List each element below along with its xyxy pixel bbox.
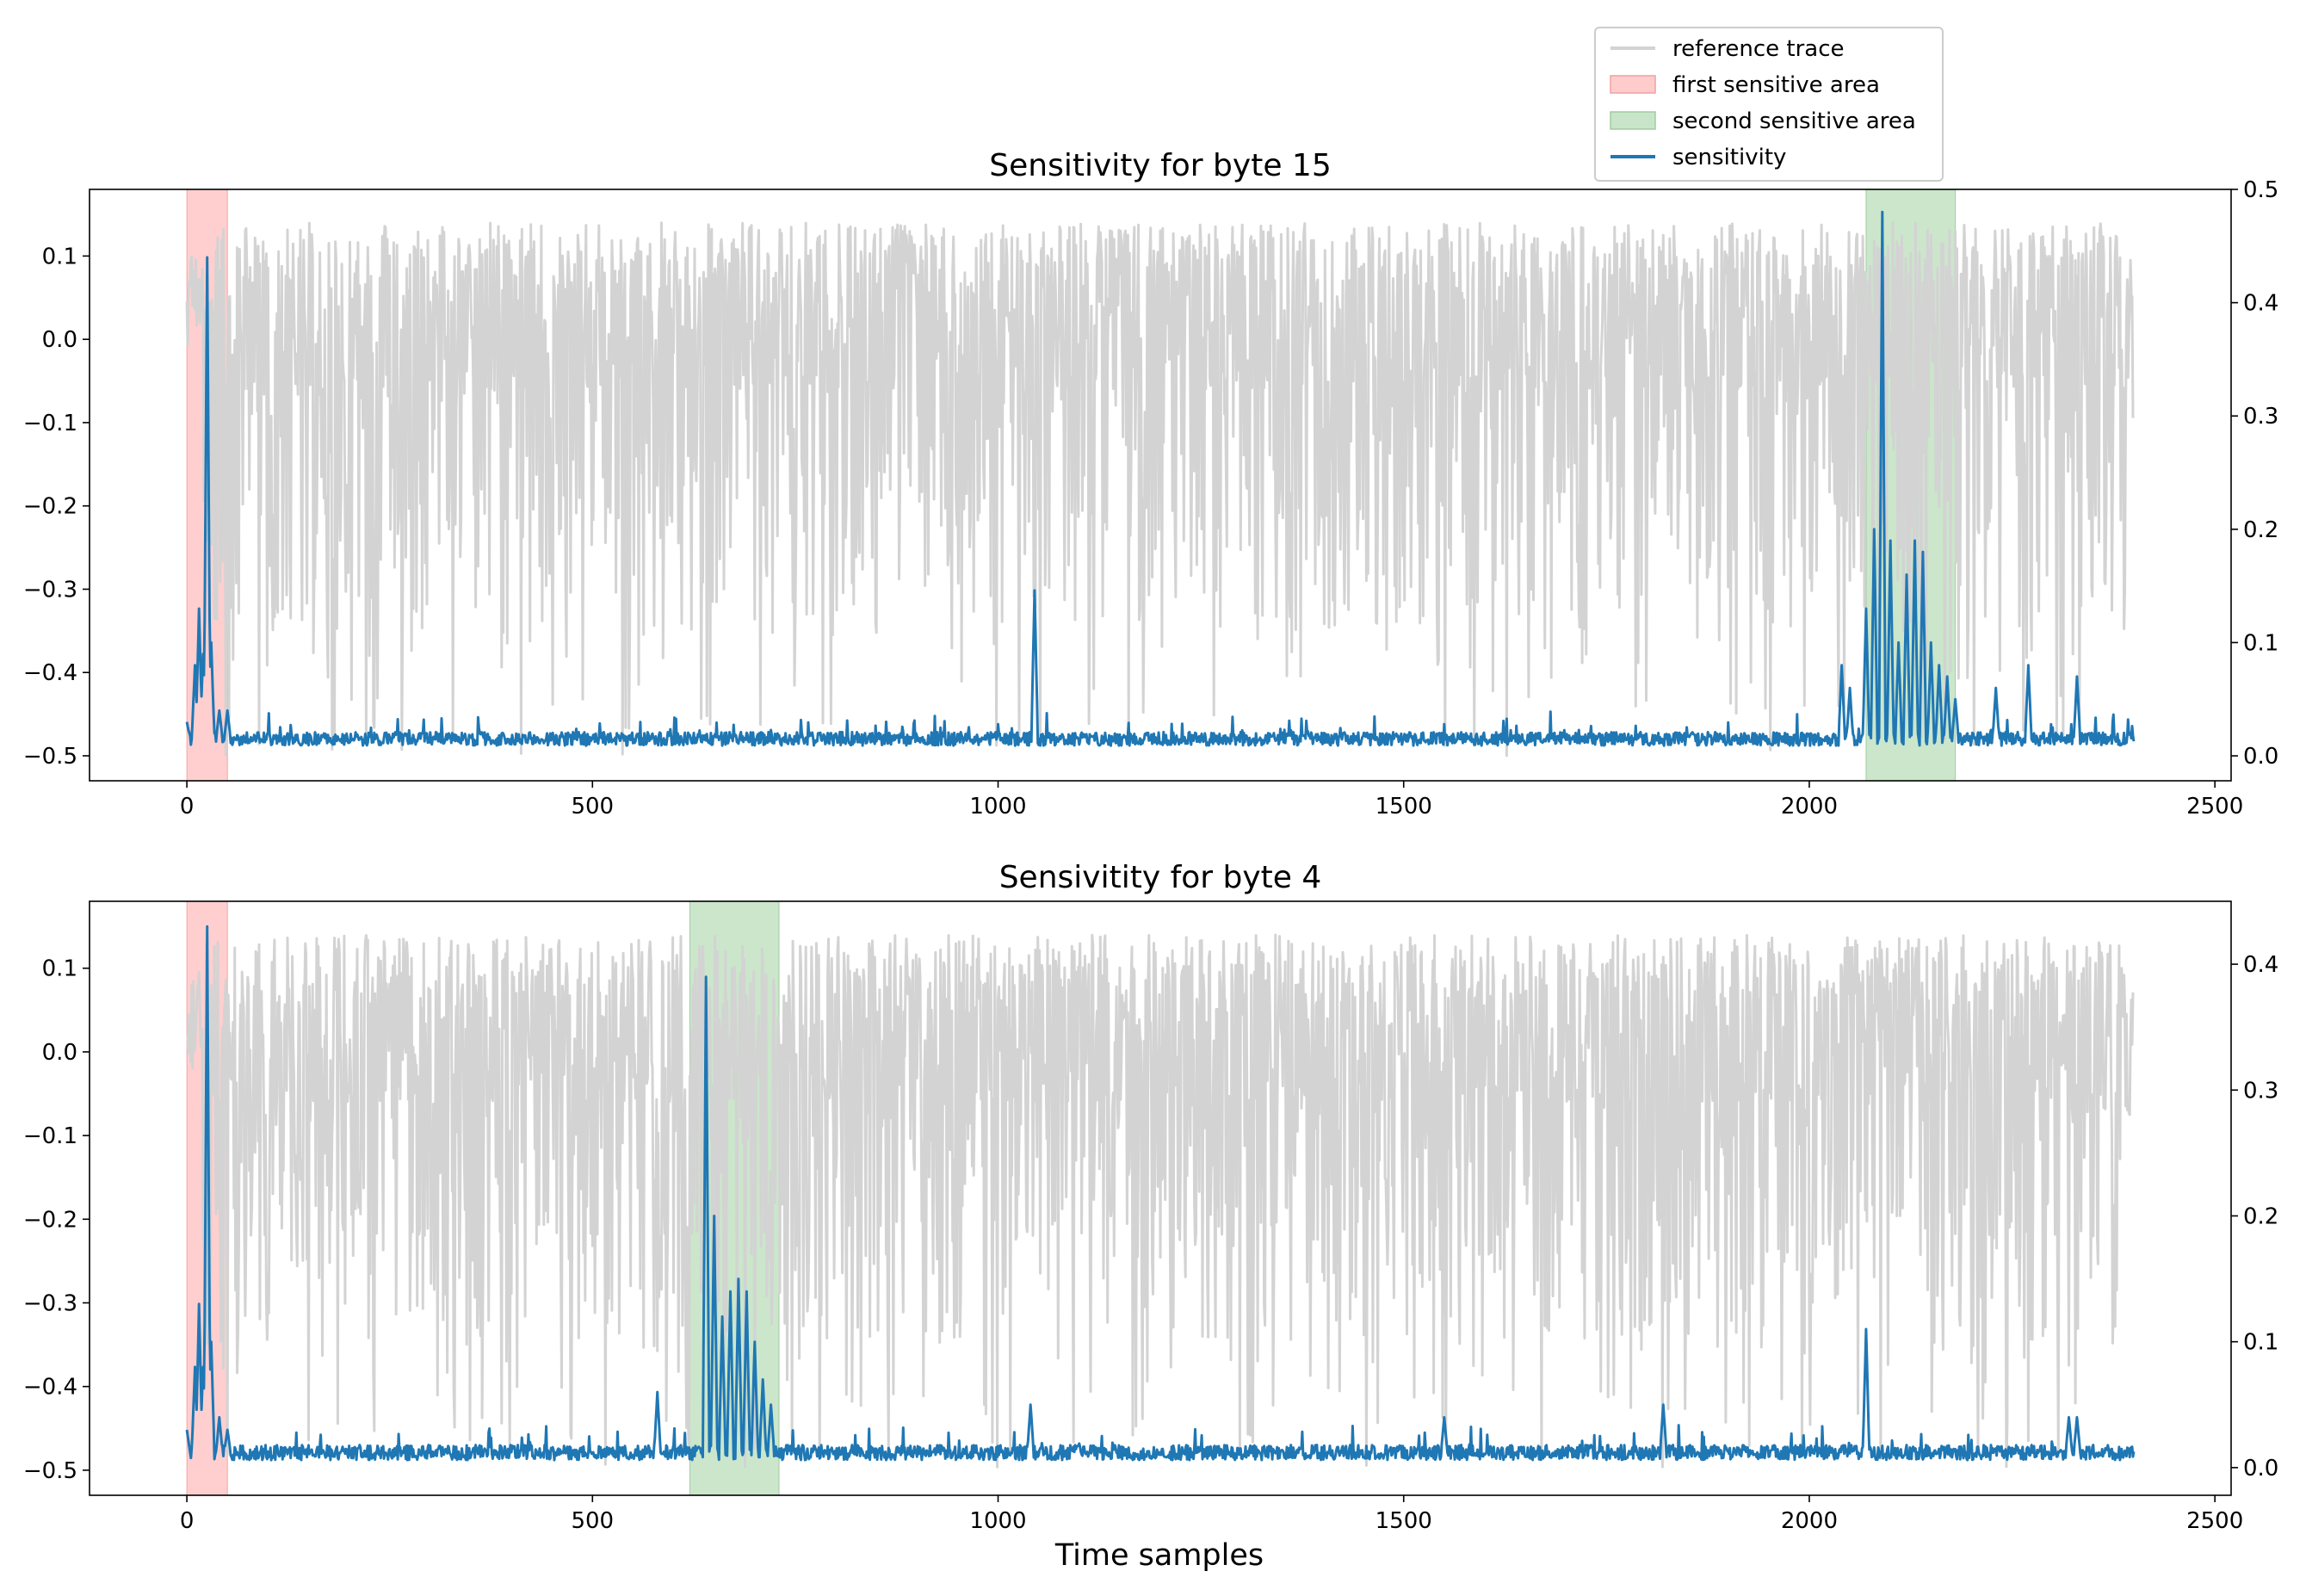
- plot-area: [185, 901, 2136, 1495]
- x-axis-label: Time samples: [1054, 1538, 1264, 1573]
- left-y-tick-label: 0.1: [42, 956, 77, 982]
- axes-frame: [89, 900, 2232, 1496]
- left-y-tick-label: −0.1: [23, 1123, 77, 1149]
- x-tick-label: 1500: [1376, 1508, 1432, 1534]
- left-y-tick-label: 0.1: [42, 244, 77, 269]
- panels: Sensitivity for byte 15 0 500 1000 1500 2000 2…: [23, 148, 2279, 1534]
- right-y-tick-label: 0.0: [2243, 744, 2278, 770]
- legend-patch-swatch: [1610, 111, 1656, 130]
- right-y-tick-label: 0.3: [2243, 1078, 2278, 1104]
- left-y-tick-label: −0.3: [23, 1290, 77, 1316]
- legend: reference trace first sensitive area secon…: [1594, 27, 1944, 182]
- right-y-tick-label: 0.3: [2243, 404, 2278, 430]
- x-tick-label: 2000: [1781, 1508, 1838, 1534]
- legend-label: second sensitive area: [1672, 108, 1916, 134]
- legend-label: reference trace: [1672, 36, 1845, 62]
- left-y-tick-label: −0.5: [23, 1458, 77, 1484]
- left-y-tick-label: 0.0: [42, 327, 77, 353]
- left-y-tick-label: −0.5: [23, 744, 77, 770]
- right-y-tick-label: 0.2: [2243, 1203, 2278, 1229]
- right-y-tick-label: 0.4: [2243, 291, 2278, 317]
- reference-trace: [185, 933, 2135, 1469]
- plot-area: [185, 189, 2136, 781]
- x-tick-label: 0: [180, 794, 195, 820]
- x-tick-label: 1000: [969, 1508, 1026, 1534]
- legend-item: first sensitive area: [1610, 72, 1880, 98]
- panel-1: Sensitivity for byte 15 0 500 1000 1500 2000 2…: [23, 148, 2279, 820]
- right-y-tick-label: 0.2: [2243, 517, 2278, 543]
- right-y-tick-label: 0.4: [2243, 952, 2278, 978]
- x-tick-label: 1000: [969, 794, 1026, 820]
- panel-title: Sensivitity for byte 4: [999, 860, 1322, 895]
- right-y-tick-label: 0.0: [2243, 1456, 2278, 1482]
- x-tick-label: 2500: [2186, 794, 2243, 820]
- left-y-tick-label: −0.2: [23, 1207, 77, 1233]
- panel-2: Sensivitity for byte 4 0 500 1000 1500 2000 25…: [23, 860, 2279, 1534]
- panel-title: Sensitivity for byte 15: [989, 148, 1331, 183]
- legend-item: reference trace: [1610, 36, 1845, 62]
- sensitivity-line: [185, 925, 2136, 1462]
- reference-trace: [185, 221, 2135, 758]
- legend-box: [1594, 27, 1944, 182]
- x-tick-label: 500: [571, 1508, 614, 1534]
- axes-frame: [89, 189, 2232, 782]
- legend-label: first sensitive area: [1672, 72, 1880, 98]
- left-y-tick-label: −0.4: [23, 660, 77, 686]
- legend-patch-swatch: [1610, 75, 1656, 94]
- x-tick-label: 2500: [2186, 1508, 2243, 1534]
- x-tick-label: 1500: [1376, 794, 1432, 820]
- x-tick-label: 500: [571, 794, 614, 820]
- left-y-tick-label: −0.4: [23, 1375, 77, 1401]
- right-y-tick-label: 0.1: [2243, 1330, 2278, 1356]
- left-y-tick-label: −0.3: [23, 577, 77, 603]
- legend-label: sensitivity: [1672, 145, 1786, 170]
- right-y-tick-label: 0.5: [2243, 177, 2278, 203]
- legend-item: sensitivity: [1610, 145, 1786, 170]
- x-tick-label: 2000: [1781, 794, 1838, 820]
- x-tick-label: 0: [180, 1508, 195, 1534]
- legend-item: second sensitive area: [1610, 108, 1916, 134]
- left-y-tick-label: 0.0: [42, 1040, 77, 1066]
- right-y-tick-label: 0.1: [2243, 630, 2278, 656]
- left-y-tick-label: −0.1: [23, 411, 77, 436]
- left-y-tick-label: −0.2: [23, 494, 77, 520]
- sensitivity-line: [185, 210, 2136, 747]
